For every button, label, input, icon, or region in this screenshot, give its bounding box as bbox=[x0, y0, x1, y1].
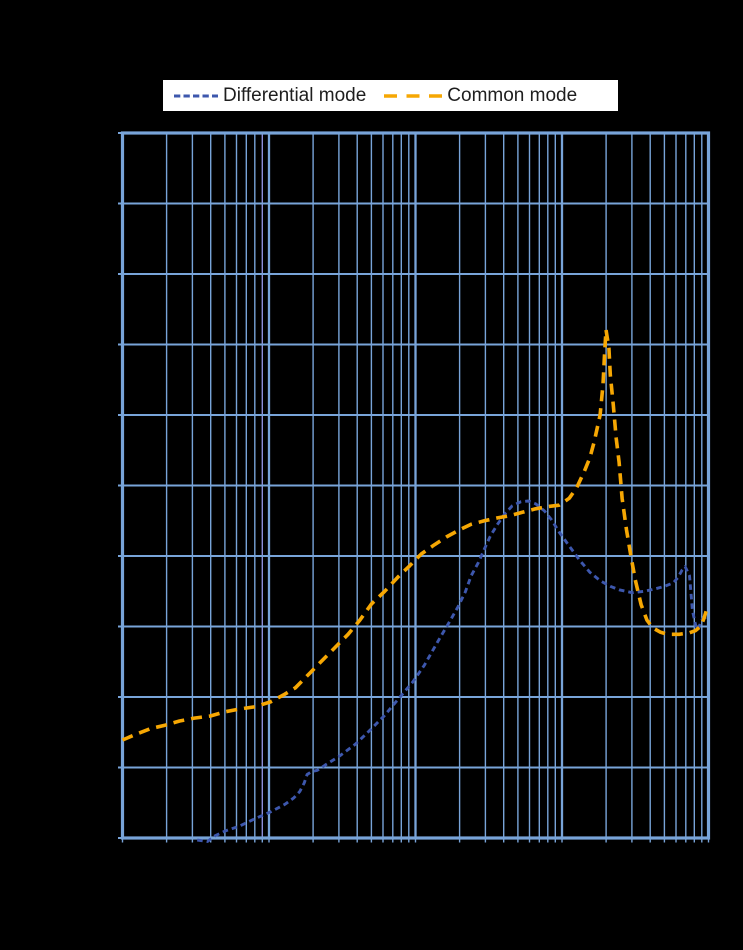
legend-label-differential-mode: Differential mode bbox=[223, 85, 367, 106]
common-mode-dash-icon bbox=[384, 93, 443, 98]
differential-mode-curve bbox=[197, 499, 709, 843]
common-mode-curve bbox=[121, 327, 709, 742]
legend-item-differential-mode: Differential mode bbox=[174, 86, 366, 105]
differential-mode-dash-icon bbox=[174, 94, 218, 97]
chart-legend: Differential mode Common mode bbox=[163, 80, 618, 111]
plot-border bbox=[120, 131, 711, 840]
legend-label-common-mode: Common mode bbox=[447, 85, 578, 106]
legend-item-common-mode: Common mode bbox=[384, 86, 577, 105]
